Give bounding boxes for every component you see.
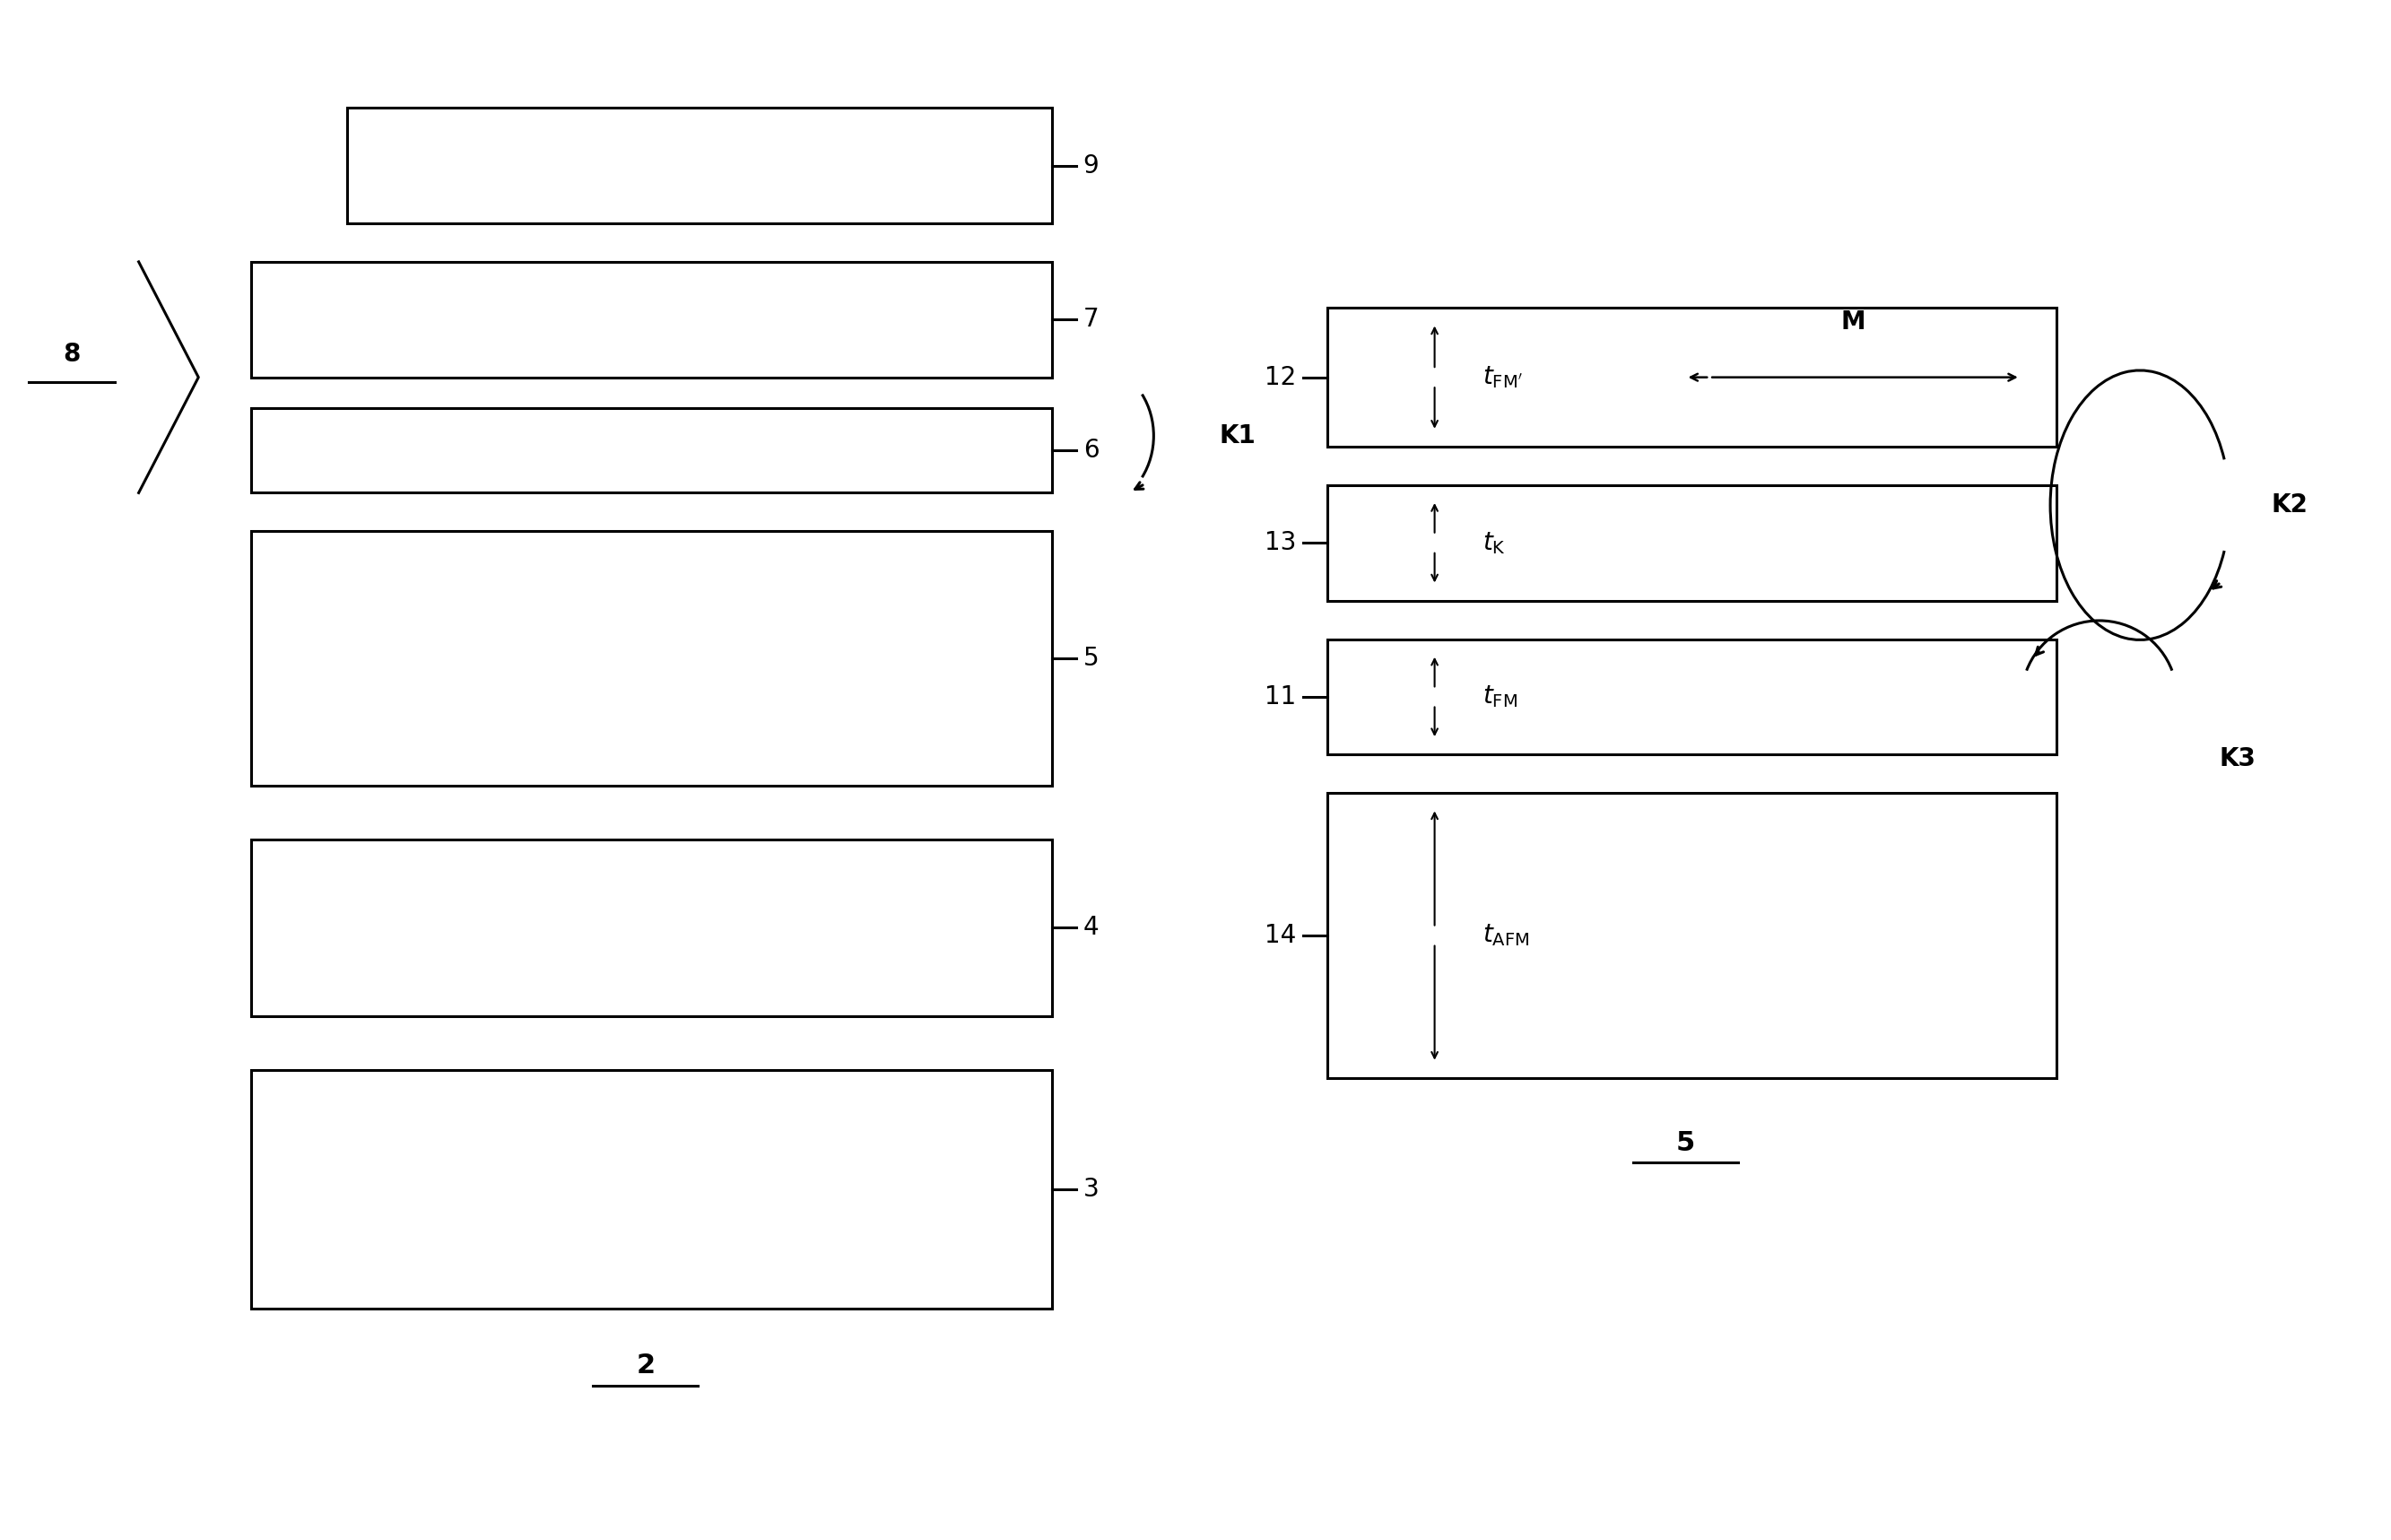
Text: 11: 11 <box>1265 684 1296 710</box>
Text: 6: 6 <box>1083 437 1100 464</box>
Text: 3: 3 <box>1083 1177 1100 1203</box>
Text: 7: 7 <box>1083 306 1100 333</box>
Bar <box>251 408 1052 493</box>
Text: 12: 12 <box>1265 365 1296 390</box>
Text: 2: 2 <box>636 1354 655 1378</box>
Bar <box>1327 793 2056 1078</box>
Text: $t_{\mathrm{AFM}}$: $t_{\mathrm{AFM}}$ <box>1482 922 1530 949</box>
Text: 13: 13 <box>1265 530 1296 556</box>
Text: 9: 9 <box>1083 152 1100 179</box>
Text: K3: K3 <box>2219 747 2255 772</box>
Bar <box>251 839 1052 1016</box>
Text: 5: 5 <box>1676 1130 1695 1155</box>
Bar <box>1327 485 2056 601</box>
Text: $t_{\mathrm{K}}$: $t_{\mathrm{K}}$ <box>1482 530 1506 556</box>
Bar <box>251 1070 1052 1309</box>
Bar <box>347 108 1052 223</box>
Text: M: M <box>1841 310 1865 334</box>
Text: 5: 5 <box>1083 645 1100 671</box>
Text: $t_{\mathrm{FM}}$: $t_{\mathrm{FM}}$ <box>1482 684 1518 710</box>
Text: K1: K1 <box>1219 424 1255 448</box>
Text: 8: 8 <box>62 342 81 367</box>
Bar <box>251 531 1052 785</box>
Text: 4: 4 <box>1083 915 1100 941</box>
Text: 14: 14 <box>1265 922 1296 949</box>
Text: K2: K2 <box>2271 493 2307 517</box>
Bar <box>1327 639 2056 755</box>
Text: $t_{\mathrm{FM'}}$: $t_{\mathrm{FM'}}$ <box>1482 365 1523 390</box>
Bar <box>251 262 1052 377</box>
Bar <box>1327 308 2056 447</box>
